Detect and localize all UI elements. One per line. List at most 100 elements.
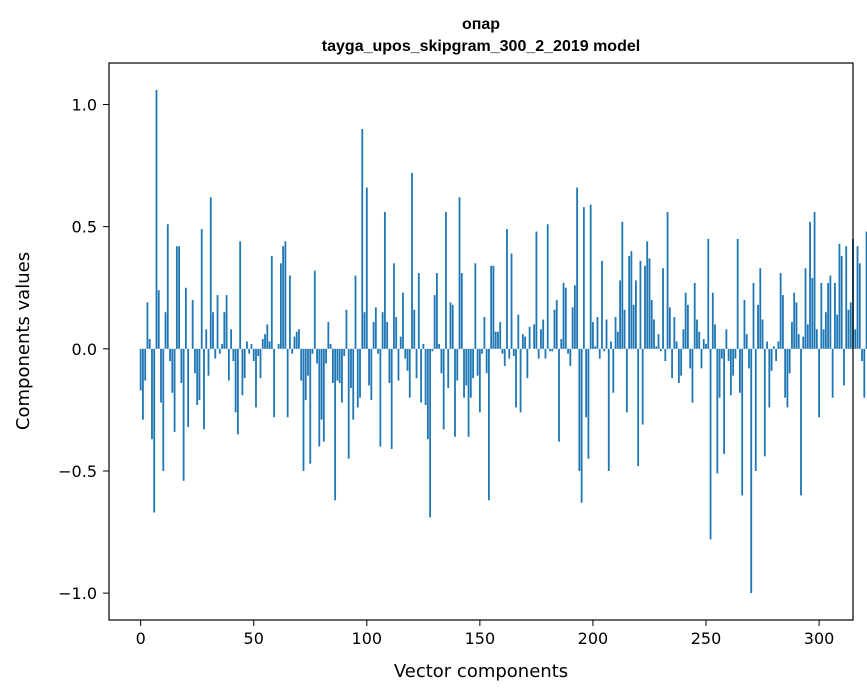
bar [393,263,395,349]
bar [689,348,692,369]
bar [560,339,563,349]
bar [781,295,784,349]
bar [264,334,266,349]
bar [795,302,798,349]
bar [334,348,337,501]
bar [336,348,339,381]
bar [820,282,823,349]
bar [734,348,737,359]
bar [180,348,183,384]
bar [666,212,669,349]
bar [347,348,350,459]
bar [757,304,759,349]
bar [834,282,836,349]
bar [325,348,327,364]
bar [257,348,260,357]
bar [594,346,597,349]
bar [221,343,223,349]
chart-title: опар tayga_upos_skipgram_300_2_2019 mode… [322,16,640,55]
bar [517,314,520,349]
bar [289,275,291,349]
bar [759,268,762,349]
bar [322,348,325,442]
bar [194,348,196,374]
bar [587,348,590,459]
bar [567,348,569,354]
bar [761,319,764,349]
bar [415,348,418,379]
bar [791,321,793,349]
bar [700,348,703,369]
bar [533,324,536,349]
bar [451,304,454,349]
bar [205,329,208,349]
y-tick-label: −1.0 [58,584,97,603]
bar [854,329,857,349]
bar [214,348,217,359]
bar [497,331,499,349]
bar [711,292,714,349]
bar [230,329,233,349]
bar [465,348,468,386]
bar [720,348,723,359]
bar [510,253,513,349]
bar [212,312,214,349]
bar [813,212,816,349]
bar [331,348,334,384]
bar [488,348,490,501]
bar [723,348,726,454]
bar [449,302,452,349]
bar [187,348,190,428]
bar [605,319,608,349]
bar [266,324,269,349]
bar [365,187,368,349]
bar [614,317,617,349]
bar [546,224,549,349]
bar [420,348,422,403]
bar [612,348,615,393]
x-tick-label: 100 [352,629,383,648]
bar [677,348,680,384]
bar [840,255,843,349]
bar [447,348,450,388]
bar [623,309,626,349]
bar [831,348,834,398]
bar [707,238,710,349]
bar [592,321,594,349]
bar [261,339,264,349]
bar [607,348,610,471]
bar [196,348,199,406]
bar [748,348,750,369]
bar [250,343,253,349]
bar [800,348,802,496]
bar [861,348,863,362]
bar [705,343,707,349]
bar [395,317,398,349]
bar [368,348,370,386]
bar [478,348,481,413]
bar [198,348,201,401]
bar [664,348,667,362]
bar [320,348,323,420]
bar [806,324,809,349]
chart-title-line-1: опар [462,16,500,33]
bar [259,348,262,379]
bar [307,348,309,376]
bar [657,334,660,349]
bar [236,348,239,435]
bar [551,348,554,352]
bar [596,317,599,349]
bar [139,348,142,391]
bar [553,309,556,349]
bar [146,302,149,349]
bar [741,348,744,496]
bar [625,348,628,413]
bar [291,348,294,354]
bar [341,348,343,403]
bar [203,348,205,430]
bar [691,348,694,403]
bar [422,343,425,349]
bar [435,273,438,349]
bar [815,329,818,349]
x-tick-label: 50 [244,629,264,648]
